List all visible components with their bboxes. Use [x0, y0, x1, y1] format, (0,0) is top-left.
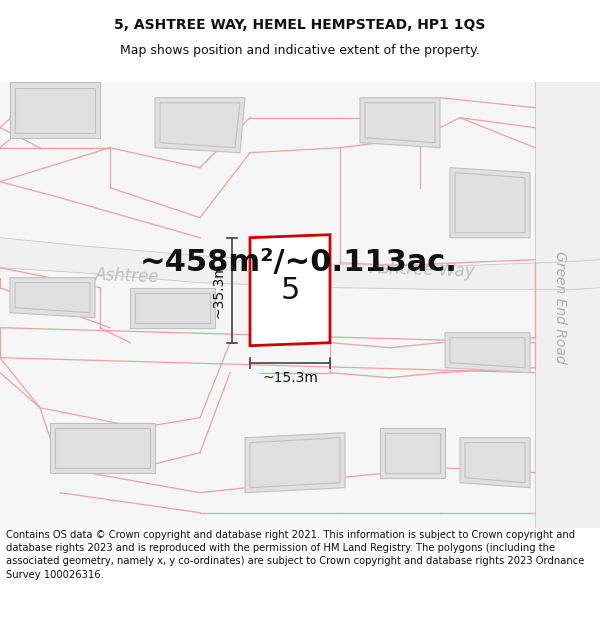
Text: Green End Road: Green End Road — [553, 251, 567, 364]
Polygon shape — [130, 288, 215, 328]
Polygon shape — [0, 238, 600, 290]
Polygon shape — [160, 102, 240, 148]
Polygon shape — [460, 438, 530, 488]
Polygon shape — [10, 278, 95, 318]
Text: 5: 5 — [280, 276, 299, 304]
Polygon shape — [55, 428, 150, 468]
Polygon shape — [455, 173, 525, 232]
Polygon shape — [250, 438, 340, 488]
Polygon shape — [450, 338, 525, 367]
Polygon shape — [535, 82, 600, 528]
Polygon shape — [15, 88, 95, 132]
Text: Ashtree: Ashtree — [95, 266, 160, 286]
Polygon shape — [450, 168, 530, 238]
Text: Ashtree Way: Ashtree Way — [370, 259, 476, 281]
Polygon shape — [155, 98, 245, 152]
Polygon shape — [10, 82, 100, 138]
Polygon shape — [385, 432, 440, 472]
Polygon shape — [465, 442, 525, 483]
Polygon shape — [135, 292, 210, 322]
Polygon shape — [50, 422, 155, 472]
Text: Contains OS data © Crown copyright and database right 2021. This information is : Contains OS data © Crown copyright and d… — [6, 530, 584, 579]
Polygon shape — [245, 432, 345, 492]
Polygon shape — [445, 332, 530, 372]
Text: ~35.3m: ~35.3m — [211, 262, 225, 318]
Text: ~458m²/~0.113ac.: ~458m²/~0.113ac. — [140, 248, 458, 278]
Text: ~15.3m: ~15.3m — [262, 371, 318, 384]
Polygon shape — [250, 234, 330, 346]
Text: Map shows position and indicative extent of the property.: Map shows position and indicative extent… — [120, 44, 480, 57]
Polygon shape — [365, 102, 435, 142]
Polygon shape — [360, 98, 440, 148]
Polygon shape — [15, 282, 90, 312]
Text: 5, ASHTREE WAY, HEMEL HEMPSTEAD, HP1 1QS: 5, ASHTREE WAY, HEMEL HEMPSTEAD, HP1 1QS — [115, 18, 485, 32]
Polygon shape — [380, 428, 445, 478]
